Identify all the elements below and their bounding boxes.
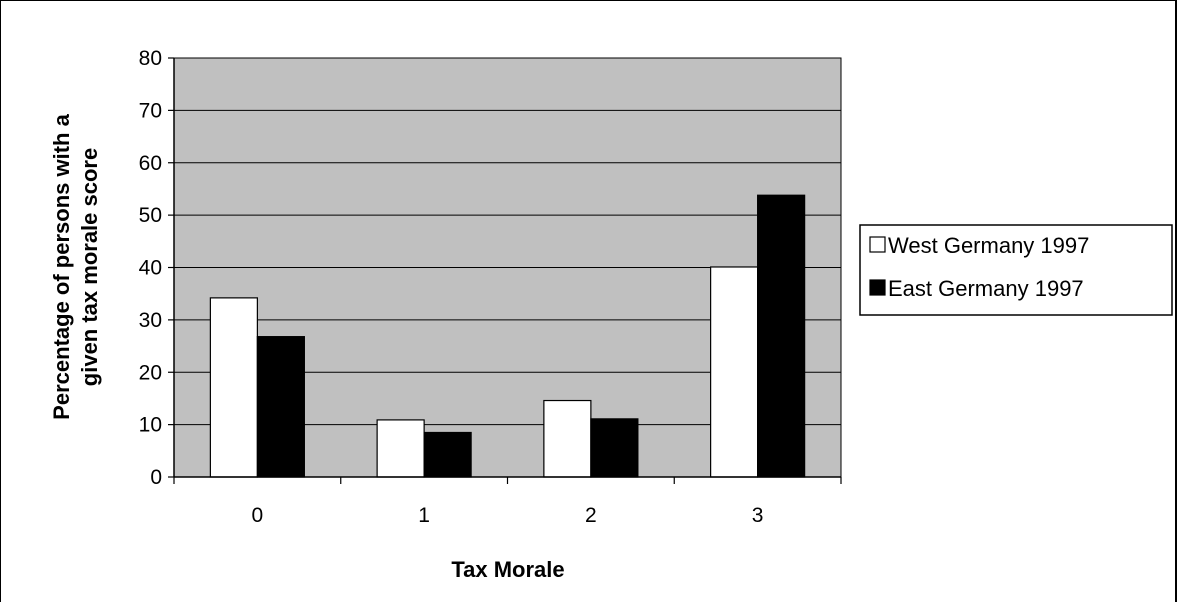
- y-axis-title-line-2: given tax morale score: [77, 148, 102, 386]
- y-tick-label: 0: [150, 466, 162, 489]
- bar-east-0: [256, 336, 305, 478]
- x-axis-title: Tax Morale: [451, 557, 564, 582]
- x-tick-label: 2: [585, 504, 597, 527]
- y-tick-label: 60: [139, 152, 162, 175]
- x-tick-label: 0: [252, 504, 264, 527]
- legend-swatch-east: [869, 279, 886, 296]
- legend: West Germany 1997 East Germany 1997: [859, 224, 1173, 316]
- legend-label-east: East Germany 1997: [888, 276, 1084, 301]
- y-tick-label: 70: [139, 99, 162, 122]
- y-tick-label: 10: [139, 414, 162, 437]
- y-tick-label: 40: [139, 257, 162, 280]
- legend-label-west: West Germany 1997: [888, 233, 1089, 258]
- y-tick-label: 50: [139, 204, 162, 227]
- y-tick-label: 80: [139, 47, 162, 70]
- bar-west-1: [376, 419, 425, 478]
- y-axis-ticks: 0 10 20 30 40 50 60 70 80: [139, 47, 174, 489]
- bar-west-2: [543, 399, 592, 478]
- bar-west-0: [209, 297, 258, 478]
- legend-box: [859, 224, 1173, 316]
- bar-east-1: [423, 431, 472, 478]
- y-tick-label: 30: [139, 309, 162, 332]
- x-axis-ticks: 0 1 2 3: [173, 477, 842, 527]
- x-tick-label: 1: [418, 504, 430, 527]
- bar-west-3: [710, 266, 759, 478]
- y-axis-title-line-1: Percentage of persons with a: [49, 113, 74, 419]
- bar-east-3: [757, 194, 806, 478]
- bars: [209, 194, 806, 478]
- bar-east-2: [590, 418, 639, 478]
- x-tick-label: 3: [752, 504, 764, 527]
- y-tick-label: 20: [139, 361, 162, 384]
- legend-swatch-west: [869, 236, 886, 253]
